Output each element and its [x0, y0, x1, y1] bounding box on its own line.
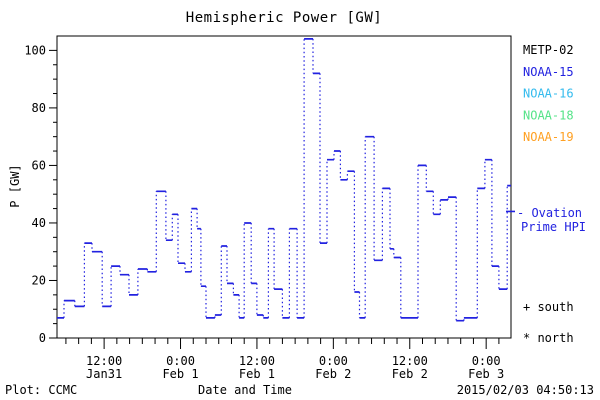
y-tick-label: 100: [24, 43, 46, 57]
x-tick-date-label: Jan31: [86, 367, 122, 381]
y-tick-label: 40: [32, 216, 46, 230]
legend-item-noaa-19: NOAA-19: [523, 130, 574, 144]
x-tick-time-label: 0:00: [319, 354, 348, 368]
x-tick-date-label: Feb 1: [239, 367, 275, 381]
y-tick-label: 20: [32, 273, 46, 287]
x-tick-time-label: 12:00: [86, 354, 122, 368]
x-tick-date-label: Feb 2: [392, 367, 428, 381]
south-marker-label: + south: [523, 300, 574, 314]
legend-item-noaa-15: NOAA-15: [523, 65, 574, 79]
chart-title: Hemispheric Power [GW]: [185, 10, 383, 26]
north-marker-label: * north: [523, 331, 574, 345]
hpi-step-risers: [63, 38, 508, 321]
plot-border: [56, 35, 512, 339]
x-tick-time-label: 0:00: [472, 354, 501, 368]
hpi-step-levels: [57, 38, 511, 322]
ovation-annotation-line1: - Ovation: [517, 206, 582, 220]
legend-item-metp-02: METP-02: [523, 43, 574, 57]
x-tick-date-label: Feb 2: [315, 367, 351, 381]
x-axis-label: Date and Time: [198, 383, 292, 397]
plot-source-label: Plot: CCMC: [5, 383, 78, 397]
legend-item-noaa-16: NOAA-16: [523, 87, 574, 101]
legend-item-noaa-18: NOAA-18: [523, 108, 574, 122]
y-tick-label: 0: [39, 331, 46, 345]
plot-timestamp: 2015/02/03 04:50:13: [456, 383, 594, 397]
x-tick-date-label: Feb 1: [162, 367, 198, 381]
x-tick-time-label: 12:00: [392, 354, 428, 368]
y-tick-label: 60: [32, 158, 46, 172]
x-tick-time-label: 12:00: [239, 354, 275, 368]
x-tick-time-label: 0:00: [166, 354, 195, 368]
x-tick-date-label: Feb 3: [468, 367, 504, 381]
y-tick-label: 80: [32, 101, 46, 115]
ovation-annotation-line2: Prime HPI: [521, 220, 586, 234]
